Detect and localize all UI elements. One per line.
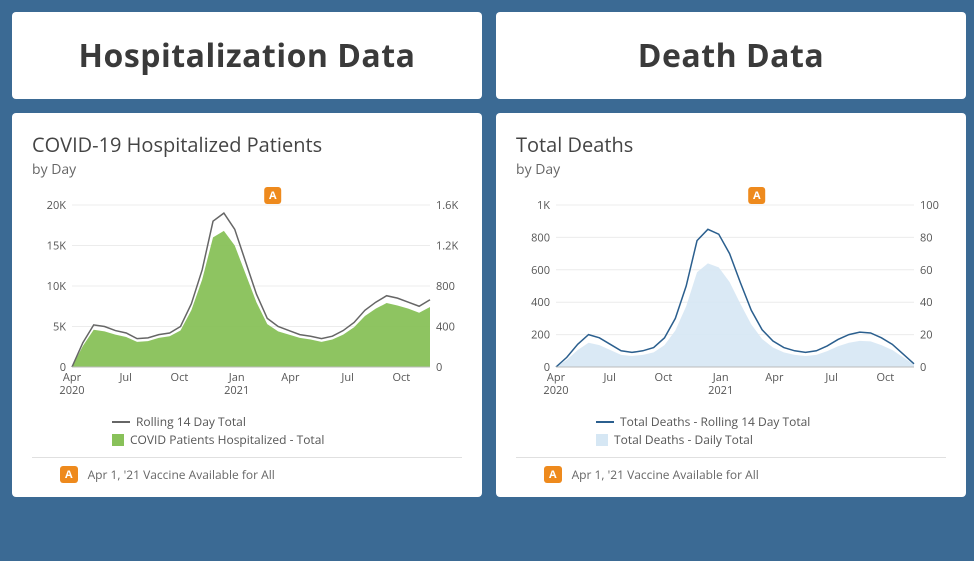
left-chart-wrap: A 05K10K15K20K04008001.2K1.6KApr2020JulO…	[32, 187, 462, 407]
footnote-text: Apr 1, '21 Vaccine Available for All	[88, 466, 275, 483]
right-chart-subtitle: by Day	[516, 160, 946, 179]
svg-text:Oct: Oct	[655, 370, 673, 385]
svg-text:Apr: Apr	[765, 370, 784, 385]
right-chart-title: Total Deaths	[516, 131, 946, 158]
svg-text:40: 40	[920, 295, 933, 310]
annotation-badge-icon: A	[264, 187, 282, 204]
svg-text:5K: 5K	[53, 320, 66, 335]
svg-text:20: 20	[920, 328, 933, 343]
svg-text:20K: 20K	[47, 198, 67, 213]
svg-text:1.2K: 1.2K	[436, 239, 458, 254]
left-chart-title: COVID-19 Hospitalized Patients	[32, 131, 462, 158]
legend-label: COVID Patients Hospitalized - Total	[130, 431, 324, 449]
annotation-badge-icon: A	[748, 187, 766, 204]
legend-item: Rolling 14 Day Total	[112, 413, 462, 431]
divider	[516, 457, 946, 458]
footnote-badge-icon: A	[544, 466, 562, 483]
svg-text:200: 200	[531, 328, 550, 343]
svg-text:2020: 2020	[543, 383, 568, 398]
left-legend: Rolling 14 Day TotalCOVID Patients Hospi…	[32, 413, 462, 449]
legend-label: Rolling 14 Day Total	[136, 413, 246, 431]
svg-text:10K: 10K	[47, 279, 67, 294]
svg-text:2021: 2021	[708, 383, 733, 398]
svg-text:800: 800	[436, 279, 455, 294]
svg-text:Oct: Oct	[876, 370, 894, 385]
svg-text:2021: 2021	[224, 383, 249, 398]
left-chart-card: COVID-19 Hospitalized Patients by Day A …	[12, 113, 482, 497]
left-chart-svg: 05K10K15K20K04008001.2K1.6KApr2020JulOct…	[32, 187, 462, 407]
right-header-title: Death Data	[506, 34, 956, 77]
svg-text:60: 60	[920, 263, 933, 278]
legend-item: Total Deaths - Rolling 14 Day Total	[596, 413, 946, 431]
svg-text:Oct: Oct	[392, 370, 410, 385]
left-chart-subtitle: by Day	[32, 160, 462, 179]
svg-text:0: 0	[920, 360, 926, 375]
legend-label: Total Deaths - Rolling 14 Day Total	[620, 413, 810, 431]
svg-text:Jul: Jul	[340, 370, 353, 385]
right-legend: Total Deaths - Rolling 14 Day TotalTotal…	[516, 413, 946, 449]
svg-text:80: 80	[920, 230, 933, 245]
svg-text:15K: 15K	[47, 239, 67, 254]
footnote-badge-icon: A	[60, 466, 78, 483]
svg-text:400: 400	[436, 320, 455, 335]
svg-text:800: 800	[531, 230, 550, 245]
left-header-card: Hospitalization Data	[12, 12, 482, 99]
svg-text:Apr: Apr	[281, 370, 300, 385]
right-column: Death Data Total Deaths by Day A 0 200 400…	[496, 12, 966, 497]
svg-text:Jul: Jul	[824, 370, 837, 385]
footnote-text: Apr 1, '21 Vaccine Available for All	[572, 466, 759, 483]
legend-line-swatch	[112, 421, 130, 423]
left-footnote: A Apr 1, '21 Vaccine Available for All	[32, 466, 462, 483]
svg-text:0: 0	[436, 360, 442, 375]
svg-text:1.6K: 1.6K	[436, 198, 458, 213]
svg-text:100: 100	[920, 198, 939, 213]
dashboard-panels: Hospitalization Data COVID-19 Hospitaliz…	[12, 12, 962, 497]
divider	[32, 457, 462, 458]
legend-box-swatch	[112, 434, 124, 446]
svg-text:1K: 1K	[537, 198, 550, 213]
left-header-title: Hospitalization Data	[22, 34, 472, 77]
svg-text:Jul: Jul	[118, 370, 131, 385]
right-header-card: Death Data	[496, 12, 966, 99]
svg-text:600: 600	[531, 263, 550, 278]
svg-text:Jul: Jul	[602, 370, 615, 385]
svg-text:400: 400	[531, 295, 550, 310]
legend-box-swatch	[596, 434, 608, 446]
right-footnote: A Apr 1, '21 Vaccine Available for All	[516, 466, 946, 483]
svg-text:Oct: Oct	[171, 370, 189, 385]
svg-text:2020: 2020	[59, 383, 84, 398]
right-chart-svg: 02004006008001K020406080100Apr2020JulOct…	[516, 187, 946, 407]
right-chart-wrap: A 02004006008001K020406080100Apr2020JulO…	[516, 187, 946, 407]
legend-line-swatch	[596, 421, 614, 423]
legend-item: Total Deaths - Daily Total	[596, 431, 946, 449]
right-chart-card: Total Deaths by Day A 02004006008001K020…	[496, 113, 966, 497]
left-column: Hospitalization Data COVID-19 Hospitaliz…	[12, 12, 482, 497]
legend-label: Total Deaths - Daily Total	[614, 431, 753, 449]
legend-item: COVID Patients Hospitalized - Total	[112, 431, 462, 449]
